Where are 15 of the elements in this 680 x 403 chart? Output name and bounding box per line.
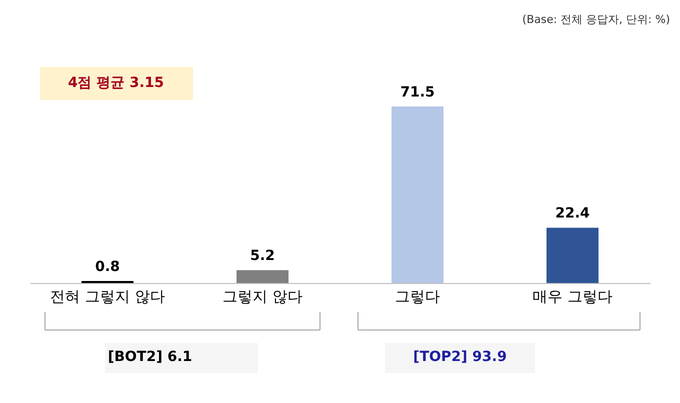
- data-label: 71.5: [400, 84, 435, 101]
- text: 4점 평균 3.15: [68, 75, 164, 91]
- bar: [546, 228, 598, 283]
- text: (Base: 전체 응답자, 단위: %): [522, 13, 670, 26]
- data-label: 5.2: [250, 248, 275, 264]
- x-tick-label: 그렇지 않다: [222, 288, 302, 306]
- text: [BOT2] 6.1: [108, 349, 192, 365]
- bar: [392, 106, 444, 283]
- bar: [236, 270, 288, 283]
- x-tick-label: 매우 그렇다: [532, 288, 612, 306]
- data-label: 0.8: [95, 259, 120, 276]
- x-tick-label: 전혀 그렇지 않다: [50, 288, 165, 306]
- x-tick-label: 그렇다: [395, 288, 440, 306]
- text: [TOP2] 93.9: [413, 349, 507, 365]
- data-label: 22.4: [555, 206, 590, 222]
